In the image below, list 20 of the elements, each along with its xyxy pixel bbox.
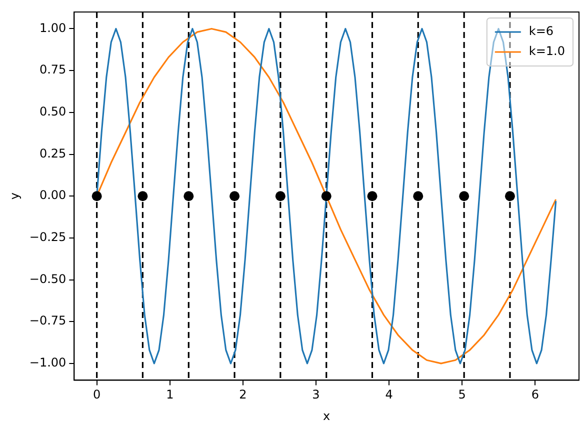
- y-axis-title: y: [7, 192, 22, 200]
- x-tick-label: 6: [531, 388, 539, 402]
- x-axis-title: x: [323, 408, 330, 423]
- x-tick-label: 5: [458, 388, 466, 402]
- y-tick-label: −1.00: [29, 356, 66, 370]
- y-tick-label: 0.50: [39, 104, 66, 119]
- legend-label: k=1.0: [528, 44, 566, 58]
- y-tick-label: −0.75: [29, 314, 66, 328]
- x-tick-label: 3: [312, 388, 320, 402]
- y-tick-label: 0.25: [39, 146, 66, 160]
- y-tick-label: 0.00: [39, 188, 66, 202]
- x-tick-label: 4: [385, 388, 393, 402]
- x-tick-label: 0: [93, 388, 101, 402]
- y-tick-label: 1.00: [39, 20, 66, 35]
- y-tick-label: −0.50: [29, 272, 66, 286]
- x-tick-label: 1: [166, 388, 174, 402]
- y-tick-label: 0.75: [39, 62, 66, 77]
- x-tick-label: 2: [239, 388, 247, 402]
- y-tick-label: −0.25: [29, 230, 66, 244]
- legend-label: k=6: [528, 24, 554, 38]
